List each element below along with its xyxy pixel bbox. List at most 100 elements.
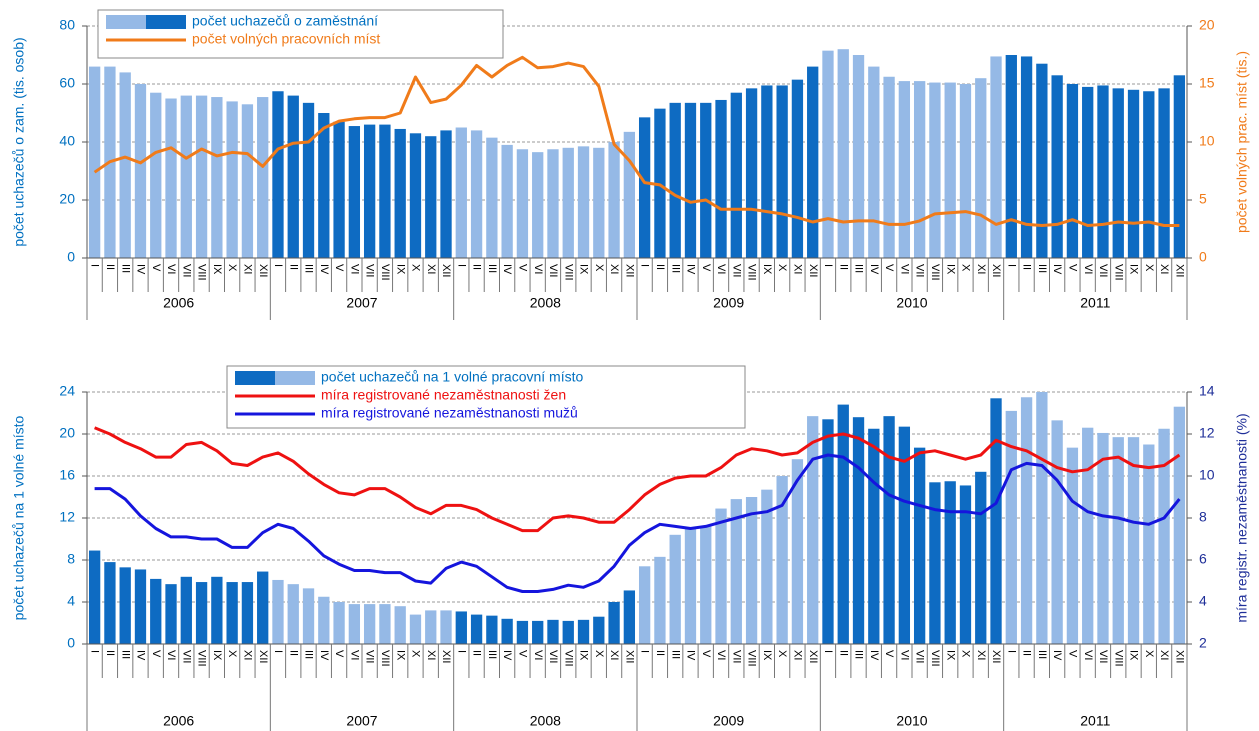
bar <box>1066 84 1079 258</box>
x-tick-label: IX <box>944 264 956 275</box>
legend-label: míra registrované nezaměstnanosti mužů <box>321 405 578 421</box>
x-tick-label: VII <box>914 264 926 277</box>
x-tick-label: V <box>150 264 162 272</box>
bar <box>1143 91 1155 258</box>
x-tick-label: IX <box>1128 264 1140 275</box>
y-axis-title: počet uchazečů o zam. (tis. osob) <box>11 37 27 246</box>
x-tick-label: IX <box>394 650 406 661</box>
bar <box>318 113 330 258</box>
y-tick-label: 16 <box>59 467 75 483</box>
bar <box>791 459 804 644</box>
x-tick-label: II <box>837 650 849 656</box>
year-label: 2006 <box>163 713 194 729</box>
x-tick-label: VI <box>1082 264 1094 274</box>
x-tick-label: VII <box>364 264 376 277</box>
x-tick-label: XI <box>792 650 804 660</box>
x-tick-label: IV <box>318 264 330 275</box>
bar <box>1005 410 1017 644</box>
x-tick-label: I <box>1005 264 1017 267</box>
x-tick-label: I <box>822 650 834 653</box>
bar <box>623 131 636 258</box>
x-tick-label: III <box>119 264 131 273</box>
x-tick-label: XII <box>990 650 1002 663</box>
x-tick-label: III <box>669 650 681 659</box>
bar <box>486 137 498 258</box>
bar <box>684 102 697 258</box>
x-tick-label: IV <box>868 650 880 661</box>
bar <box>150 92 162 258</box>
bar <box>1097 432 1109 644</box>
x-tick-label: VIII <box>1112 650 1124 667</box>
x-tick-label: III <box>853 264 865 273</box>
x-tick-label: VIII <box>379 264 391 281</box>
bar <box>1066 447 1079 644</box>
x-tick-label: I <box>1005 650 1017 653</box>
y2-tick-label: 2 <box>1199 635 1207 651</box>
bar <box>669 102 681 258</box>
x-tick-label: III <box>669 264 681 273</box>
y2-tick-label: 6 <box>1199 551 1207 567</box>
bar <box>638 566 651 644</box>
bar <box>180 576 192 644</box>
x-tick-label: IV <box>501 650 513 661</box>
bar <box>1051 75 1063 258</box>
x-tick-label: V <box>333 650 345 658</box>
x-tick-label: X <box>226 264 238 272</box>
x-tick-label: XI <box>608 650 620 660</box>
bar <box>104 562 116 644</box>
bar <box>318 596 330 644</box>
bar <box>440 130 452 258</box>
legend-label: počet volných pracovních míst <box>192 31 380 47</box>
x-tick-label: VII <box>547 264 559 277</box>
x-tick-label: I <box>639 264 651 267</box>
x-tick-label: XI <box>425 650 437 660</box>
bar <box>440 610 452 644</box>
bar <box>333 602 345 644</box>
bar <box>1112 88 1124 258</box>
x-tick-label: VI <box>898 650 910 660</box>
x-tick-label: I <box>822 264 834 267</box>
x-tick-label: XII <box>440 650 452 663</box>
x-tick-label: IV <box>1051 650 1063 661</box>
bar <box>975 78 987 258</box>
bar <box>929 82 941 258</box>
legend-swatch <box>235 371 275 385</box>
bar <box>272 91 284 258</box>
bar <box>547 149 559 258</box>
year-label: 2009 <box>713 295 744 311</box>
bar <box>1005 55 1017 258</box>
x-tick-label: IX <box>578 650 590 661</box>
bar <box>1020 56 1033 259</box>
bar <box>486 615 498 644</box>
x-tick-label: VII <box>180 650 192 663</box>
bar <box>745 88 758 258</box>
bar <box>211 97 223 258</box>
x-tick-label: VI <box>715 264 727 274</box>
line <box>94 453 1181 593</box>
bar <box>745 497 758 644</box>
x-tick-label: XII <box>440 264 452 277</box>
x-tick-label: VI <box>348 650 360 660</box>
bar <box>226 582 238 644</box>
x-tick-label: XI <box>1158 264 1170 274</box>
x-tick-label: II <box>104 650 116 656</box>
bar <box>990 56 1002 259</box>
x-tick-label: V <box>700 264 712 272</box>
bar <box>363 124 376 258</box>
bar <box>1143 444 1155 644</box>
bar <box>791 79 804 259</box>
bar <box>623 590 636 644</box>
legend-swatch <box>106 15 146 29</box>
bar <box>593 147 605 258</box>
bar <box>425 610 437 644</box>
y-tick-label: 24 <box>59 383 75 399</box>
bar <box>501 144 513 258</box>
x-tick-label: X <box>410 650 422 658</box>
x-tick-label: XII <box>257 650 269 663</box>
x-tick-label: VI <box>1082 650 1094 660</box>
bar <box>1127 89 1140 258</box>
x-tick-label: XI <box>975 264 987 274</box>
x-tick-label: X <box>1143 650 1155 658</box>
x-tick-label: IV <box>135 650 147 661</box>
bar <box>1082 86 1094 259</box>
